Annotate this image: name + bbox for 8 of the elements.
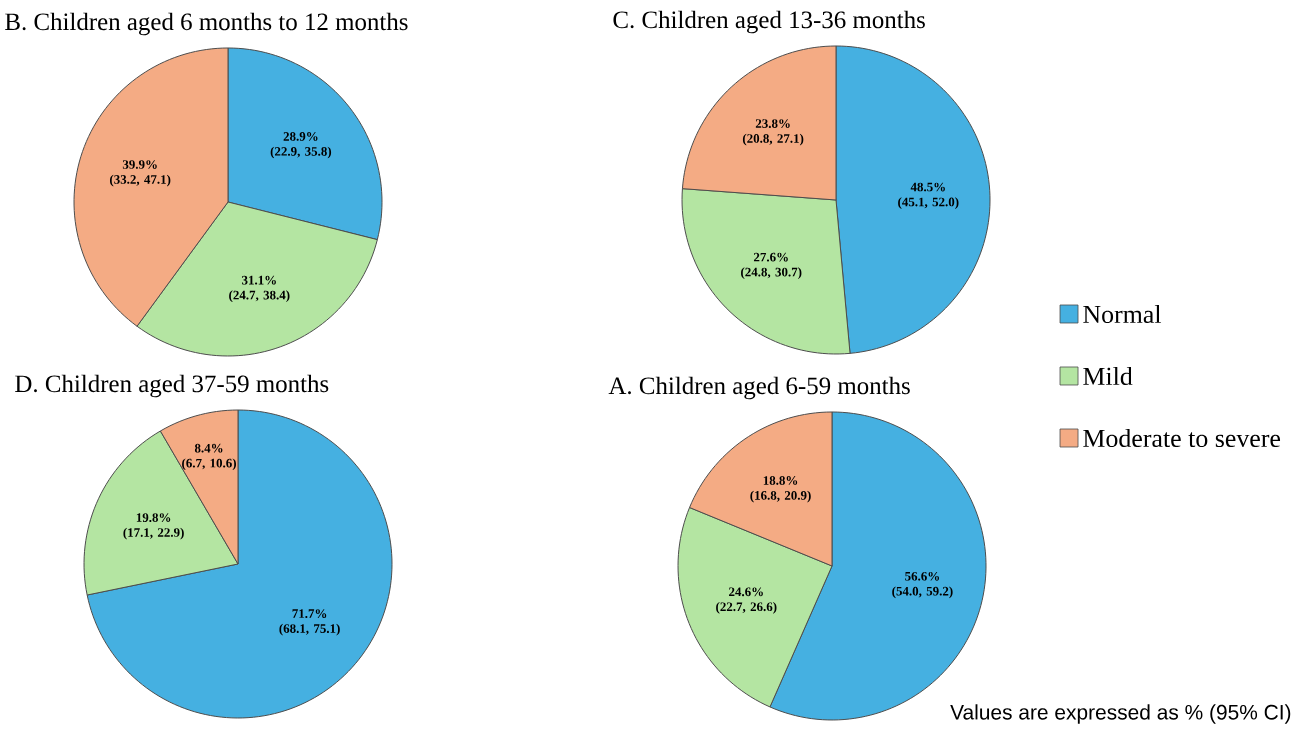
chart-title: B. Children aged 6 months to 12 months: [5, 12, 408, 36]
chart-title: D. Children aged 37-59 months: [15, 374, 329, 398]
text: Values are expressed as % (95% CI): [950, 704, 1291, 724]
chart-title: A. Children aged 6-59 months: [608, 376, 910, 400]
legend-label: Normal: [1083, 304, 1162, 324]
legend-label: Mild: [1083, 366, 1133, 386]
chart-title: C. Children aged 13-36 months: [613, 10, 925, 34]
legend-label: Moderate to severe: [1083, 428, 1281, 448]
